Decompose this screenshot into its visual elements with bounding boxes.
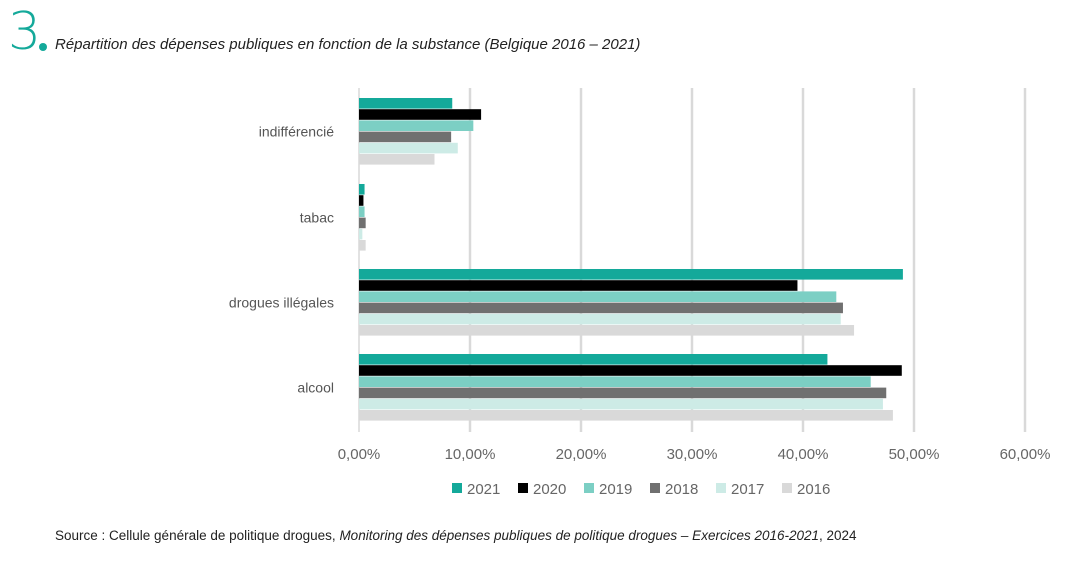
legend-label-2021: 2021 — [467, 481, 500, 498]
bar-2020 — [359, 365, 902, 376]
bar-2017 — [359, 228, 363, 240]
bar-2021 — [359, 354, 828, 365]
legend-swatch-2020 — [518, 483, 528, 493]
bar-2018 — [359, 217, 366, 229]
legend-swatch-2019 — [584, 483, 594, 493]
x-tick-label: 0,00% — [338, 446, 381, 463]
bar-2021 — [359, 269, 903, 280]
x-tick-label: 20,00% — [556, 446, 607, 463]
legend-swatch-2018 — [650, 483, 660, 493]
figure-number: 3 — [8, 2, 42, 62]
bar-2017 — [359, 398, 883, 410]
figure-number-dot — [39, 43, 47, 51]
bar-2017 — [359, 142, 458, 154]
legend-swatch-2017 — [716, 483, 726, 493]
bar-2017 — [359, 313, 841, 325]
figure-title: Répartition des dépenses publiques en fo… — [55, 36, 641, 53]
category-label: alcool — [297, 380, 334, 396]
source-prefix: Source : Cellule générale de politique d… — [55, 528, 340, 543]
x-tick-label: 30,00% — [667, 446, 718, 463]
source-note: Source : Cellule générale de politique d… — [55, 528, 857, 543]
bar-2020 — [359, 109, 482, 120]
bar-2016 — [359, 154, 435, 165]
bar-2018 — [359, 302, 843, 314]
category-label: tabac — [300, 210, 334, 226]
category-label: drogues illégales — [229, 295, 334, 311]
bar-2018 — [359, 387, 887, 399]
bar-2016 — [359, 240, 366, 251]
bar-2016 — [359, 410, 893, 421]
x-tick-label: 10,00% — [445, 446, 496, 463]
x-tick-label: 40,00% — [778, 446, 829, 463]
bar-2019 — [359, 206, 365, 217]
legend-label-2017: 2017 — [731, 481, 764, 498]
legend-label-2016: 2016 — [797, 481, 830, 498]
bar-2020 — [359, 195, 364, 206]
legend-label-2019: 2019 — [599, 481, 632, 498]
bar-2021 — [359, 98, 453, 109]
source-italic: Monitoring des dépenses publiques de pol… — [339, 528, 820, 543]
legend-swatch-2021 — [452, 483, 462, 493]
bar-2019 — [359, 291, 837, 302]
x-tick-label: 60,00% — [1000, 446, 1051, 463]
bar-2019 — [359, 376, 871, 387]
bar-2016 — [359, 325, 855, 336]
legend-swatch-2016 — [782, 483, 792, 493]
legend-label-2020: 2020 — [533, 481, 566, 498]
legend-label-2018: 2018 — [665, 481, 698, 498]
category-label: indifférencié — [259, 124, 334, 140]
bar-2021 — [359, 184, 365, 195]
bar-2020 — [359, 280, 798, 291]
x-tick-label: 50,00% — [889, 446, 940, 463]
bar-2019 — [359, 120, 474, 131]
bar-2018 — [359, 131, 452, 143]
bar-chart: indifférencié tabac drogues illégales alcoo… — [229, 88, 1051, 498]
source-suffix: , 2024 — [819, 528, 857, 543]
